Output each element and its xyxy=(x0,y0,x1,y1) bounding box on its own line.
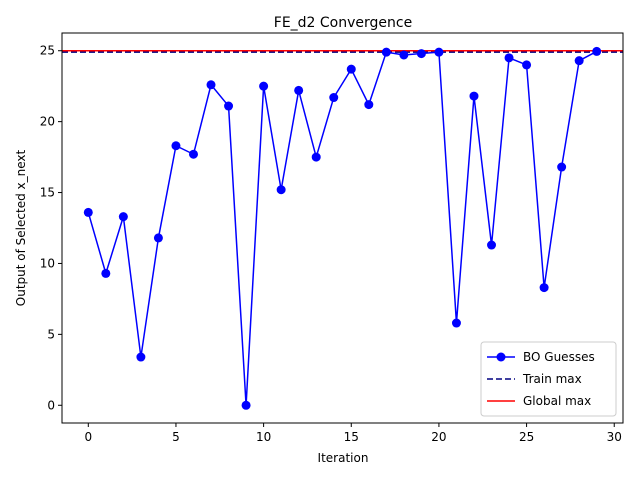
bo-guess-point xyxy=(487,240,497,250)
bo-guess-point xyxy=(522,60,532,70)
bo-guess-point xyxy=(224,101,234,111)
x-tick-label: 15 xyxy=(344,430,359,444)
bo-guess-point xyxy=(153,233,163,243)
y-axis-label: Output of Selected x_next xyxy=(14,150,28,307)
bo-guess-point xyxy=(539,283,549,293)
bo-guess-point xyxy=(188,149,198,159)
bo-guess-point xyxy=(206,80,216,90)
bo-guess-point xyxy=(451,318,461,328)
legend-global-label: Global max xyxy=(523,394,591,408)
bo-guess-point xyxy=(294,85,304,95)
axis-ticks: 0 5 10 15 20 25 30 0 5 10 15 20 25 xyxy=(40,44,622,444)
bo-guess-point xyxy=(364,100,374,110)
bo-guess-point xyxy=(592,46,602,56)
bo-guess-point xyxy=(83,207,93,217)
x-tick-label: 0 xyxy=(84,430,92,444)
bo-guess-point xyxy=(416,49,426,59)
bo-guess-point xyxy=(469,91,479,101)
x-tick-label: 5 xyxy=(172,430,180,444)
x-tick-label: 25 xyxy=(519,430,534,444)
x-tick-label: 30 xyxy=(607,430,622,444)
plot-frame xyxy=(61,32,624,424)
y-tick-label: 15 xyxy=(40,186,55,200)
legend-bo-marker xyxy=(496,352,506,362)
bo-guess-point xyxy=(276,185,286,195)
bo-guess-point xyxy=(311,152,321,162)
x-axis-label: Iteration xyxy=(318,451,369,465)
y-tick-label: 10 xyxy=(40,256,55,270)
x-tick-label: 10 xyxy=(256,430,271,444)
legend-train-label: Train max xyxy=(522,372,582,386)
x-tick-label: 20 xyxy=(431,430,446,444)
legend-bo-label: BO Guesses xyxy=(523,350,595,364)
bo-guess-point xyxy=(241,400,251,410)
bo-guess-point xyxy=(434,47,444,57)
legend-box xyxy=(480,341,617,417)
bo-guess-point xyxy=(504,53,514,63)
bo-guess-point xyxy=(399,50,409,60)
y-tick-label: 20 xyxy=(40,115,55,129)
legend: BO Guesses Train max Global max xyxy=(480,341,617,417)
bo-guess-point xyxy=(329,93,339,103)
bo-guess-point xyxy=(171,141,181,151)
bo-guess-point xyxy=(346,64,356,74)
y-tick-label: 25 xyxy=(40,44,55,58)
bo-guess-point xyxy=(259,81,269,91)
bo-guess-point xyxy=(557,162,567,172)
plot-area xyxy=(62,46,623,410)
y-tick-label: 5 xyxy=(47,327,55,341)
y-tick-label: 0 xyxy=(47,398,55,412)
bo-guess-point xyxy=(118,212,128,222)
bo-guess-point xyxy=(101,268,111,278)
bo-guess-point xyxy=(381,47,391,57)
bo-guess-point xyxy=(136,352,146,362)
bo-guess-point xyxy=(574,56,584,66)
chart-title: FE_d2 Convergence xyxy=(274,15,412,31)
